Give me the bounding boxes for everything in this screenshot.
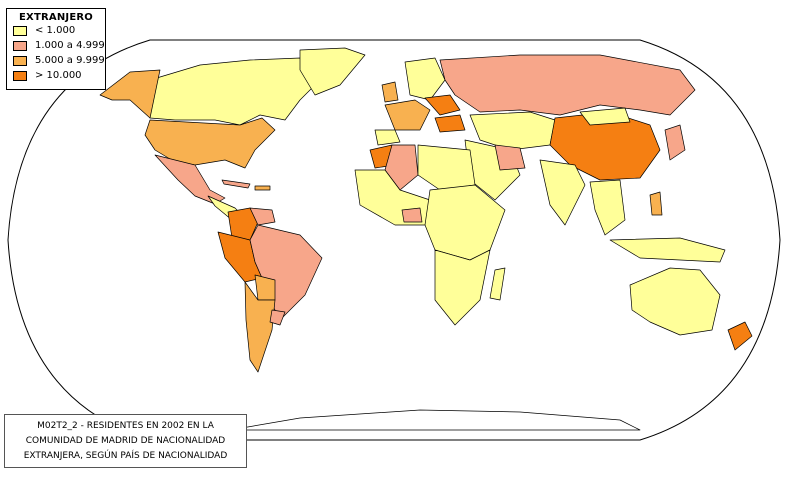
southern-africa xyxy=(434,249,491,326)
colombia xyxy=(227,207,259,241)
australia xyxy=(629,267,721,336)
legend-swatch xyxy=(13,55,27,66)
chile-argentina xyxy=(244,281,276,373)
legend-item: 1.000 a 4.999 xyxy=(7,38,105,53)
poland-ukraine xyxy=(424,94,461,116)
madagascar xyxy=(489,267,506,301)
southeast-asia xyxy=(589,179,626,236)
map-legend: EXTRANJERO < 1.000 1.000 a 4.999 5.000 a… xyxy=(6,8,106,90)
caption-line: COMUNIDAD DE MADRID DE NACIONALIDAD xyxy=(25,436,226,446)
equatorial-guinea xyxy=(401,207,423,223)
canada xyxy=(149,57,321,126)
venezuela xyxy=(249,207,276,226)
caption-line: M02T2_2 - RESIDENTES EN 2002 EN LA xyxy=(37,421,214,431)
cuba xyxy=(221,179,251,189)
legend-label: > 10.000 xyxy=(35,70,82,81)
algeria xyxy=(384,144,419,191)
legend-swatch xyxy=(13,25,27,36)
map-caption: M02T2_2 - RESIDENTES EN 2002 EN LA COMUN… xyxy=(4,414,247,468)
legend-swatch xyxy=(13,40,27,51)
legend-label: < 1.000 xyxy=(35,25,76,36)
brazil xyxy=(249,224,323,321)
legend-swatch xyxy=(13,70,27,81)
greenland xyxy=(299,47,366,96)
alaska xyxy=(99,69,161,119)
caption-line: EXTRANJERA, SEGÚN PAÍS DE NACIONALIDAD xyxy=(23,451,228,461)
new-zealand xyxy=(727,321,753,351)
legend-title: EXTRANJERO xyxy=(19,12,93,23)
legend-label: 1.000 a 4.999 xyxy=(35,40,105,51)
uruguay xyxy=(269,309,286,326)
philippines xyxy=(649,191,663,216)
indonesia xyxy=(609,237,726,263)
india xyxy=(539,159,586,226)
mongolia xyxy=(579,107,631,126)
antarctica xyxy=(229,409,641,431)
western-europe xyxy=(384,99,431,131)
legend-label: 5.000 a 9.999 xyxy=(35,55,105,66)
scandinavia xyxy=(404,57,446,101)
portugal-spain xyxy=(374,129,401,146)
legend-item: 5.000 a 9.999 xyxy=(7,53,105,68)
romania-bulgaria xyxy=(434,114,466,133)
caribbean xyxy=(254,185,271,191)
usa xyxy=(144,117,276,169)
legend-item: > 10.000 xyxy=(7,68,105,83)
uk xyxy=(381,81,399,103)
iran xyxy=(494,144,526,171)
japan-korea xyxy=(664,124,686,161)
russia xyxy=(439,54,696,116)
legend-item: < 1.000 xyxy=(7,23,105,38)
